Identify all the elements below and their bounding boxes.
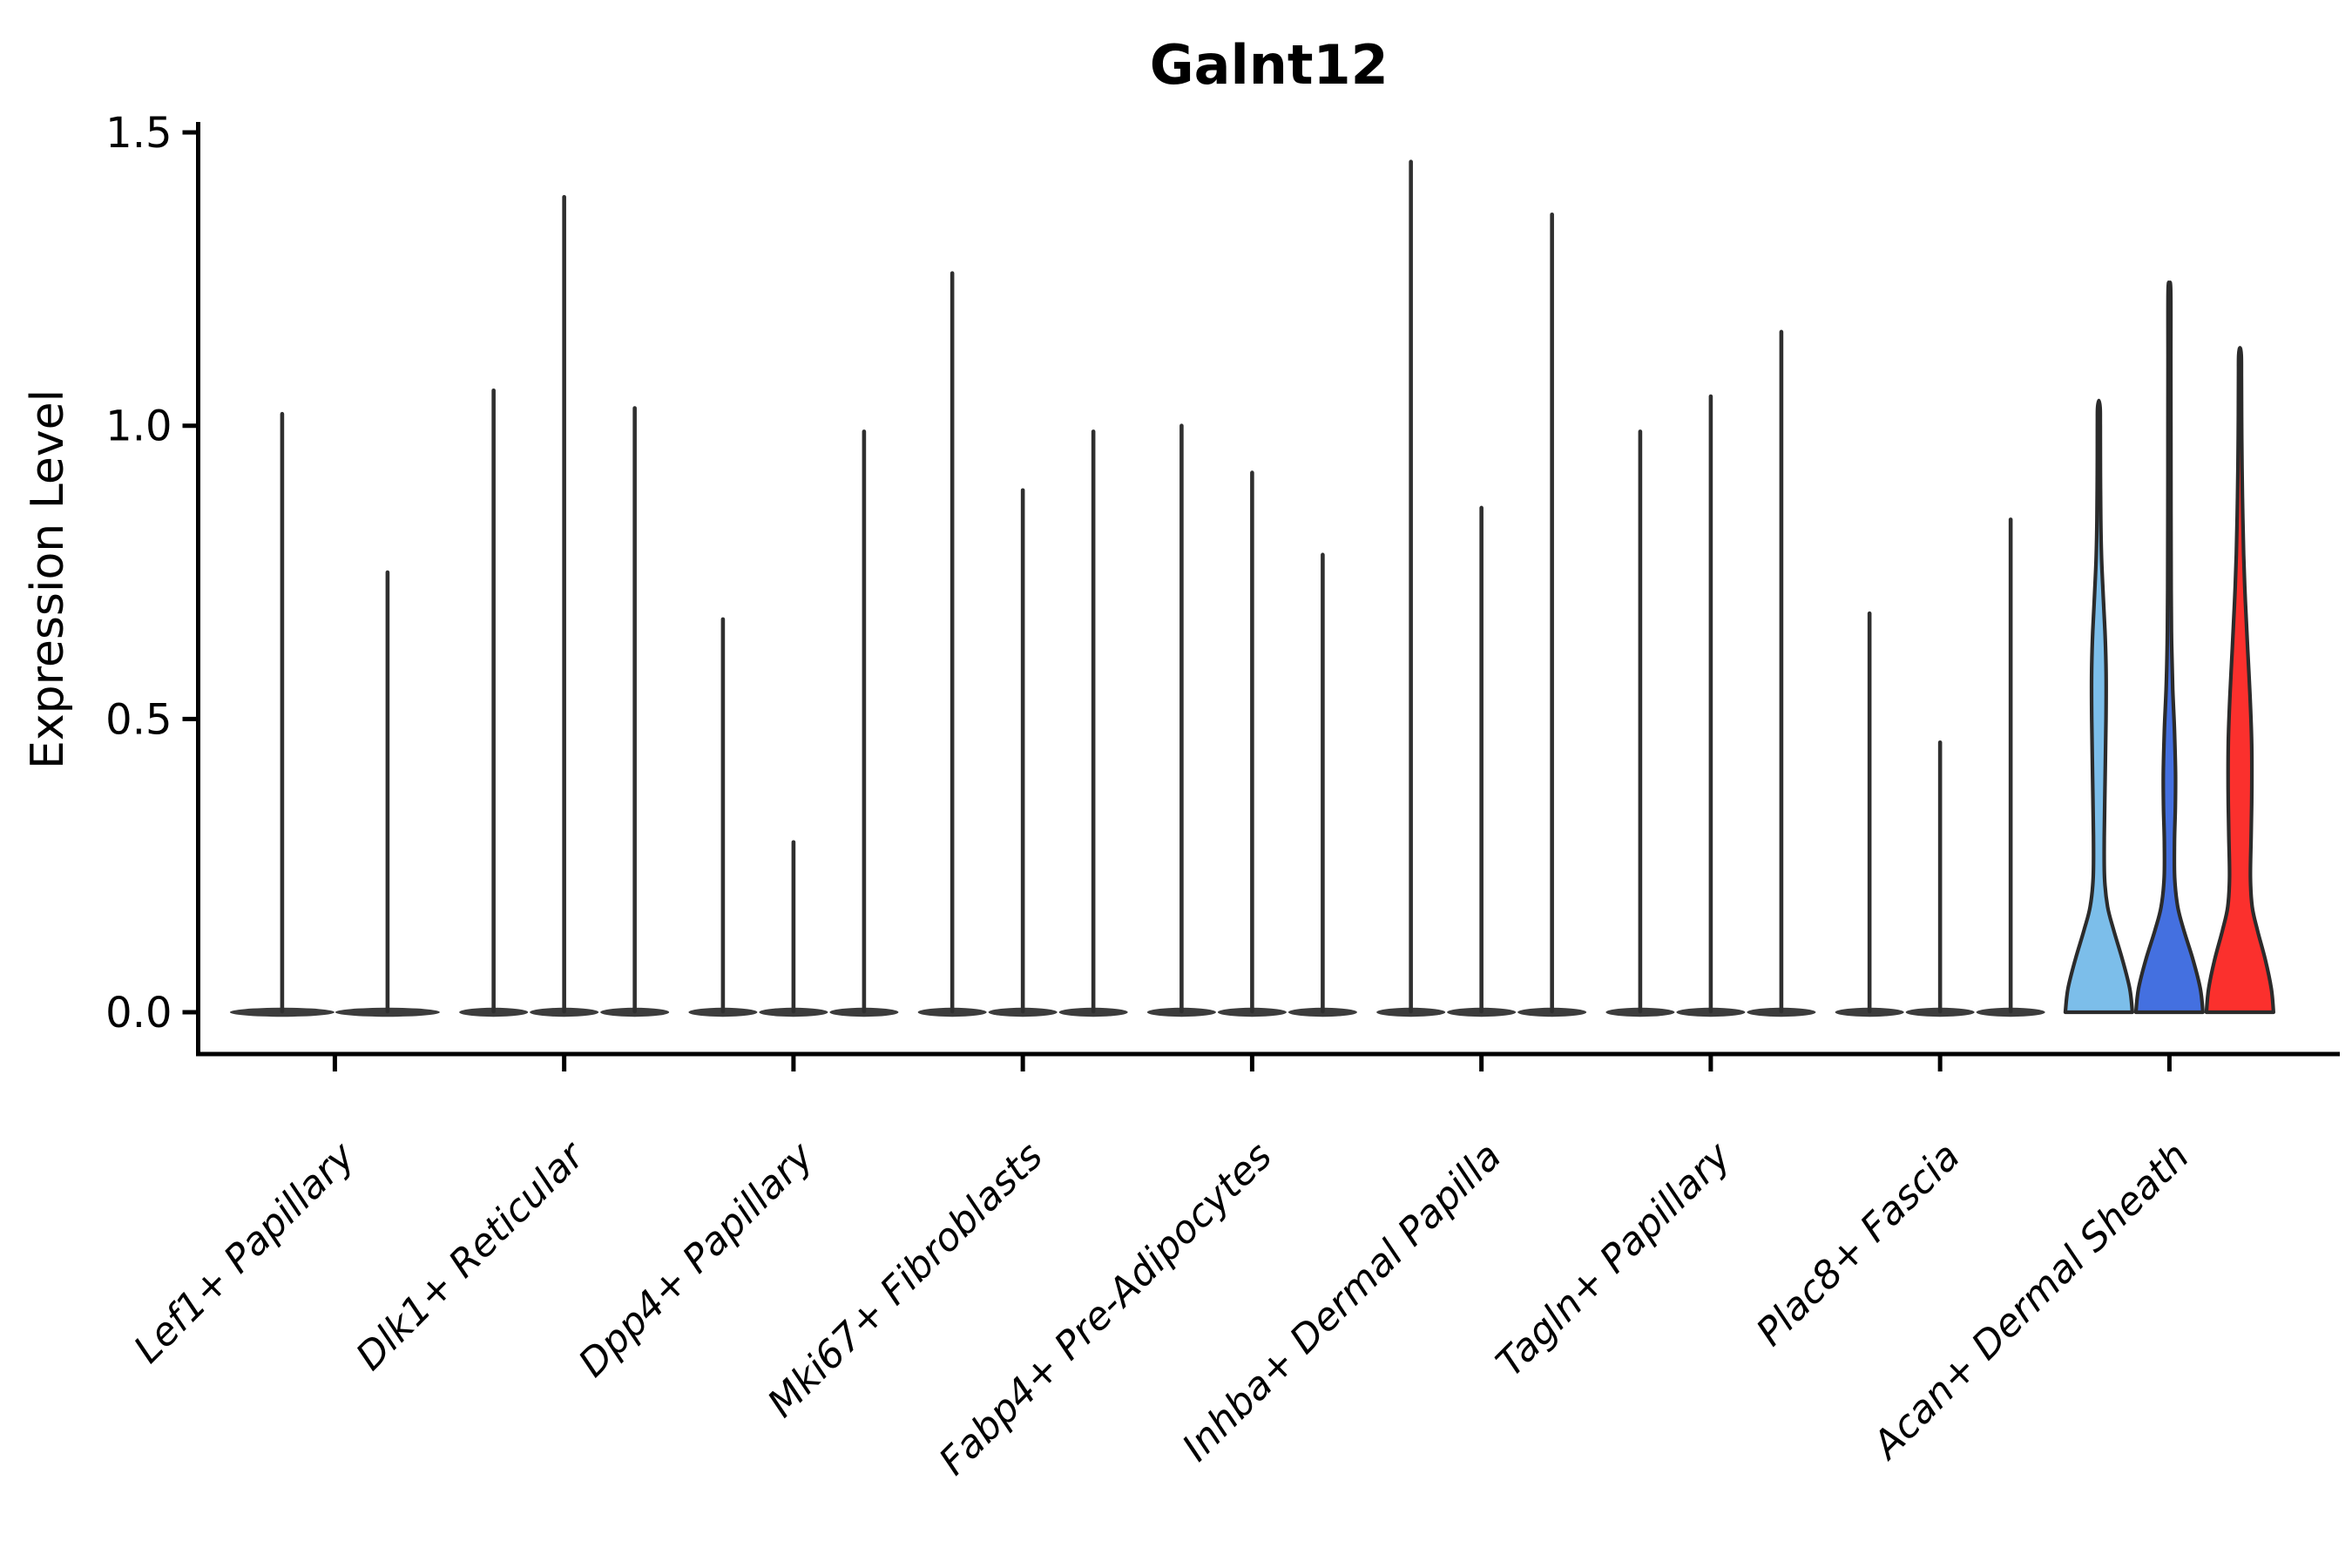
violin-group-2 xyxy=(459,194,670,1017)
x-category-label: Dpp4+ Papillary xyxy=(571,1133,823,1386)
violin-group-6 xyxy=(1376,159,1587,1017)
violin-group-4 xyxy=(917,271,1128,1017)
violin-body-filled-3 xyxy=(2204,346,2275,1015)
x-category-label: Tagln+ Papillary xyxy=(1488,1133,1740,1385)
x-category-label: Lef1+ Papillary xyxy=(125,1133,364,1372)
violin-group-7 xyxy=(1605,329,1816,1017)
x-category-label: Dlk1+ Reticular xyxy=(348,1132,594,1379)
y-tick-label: 1.0 xyxy=(105,402,172,451)
violin-group-1 xyxy=(229,411,440,1017)
violin-body-filled-2 xyxy=(2133,280,2205,1015)
chart-title: Galnt12 xyxy=(1150,33,1389,97)
x-category-label: Plac8+ Fascia xyxy=(1748,1134,1969,1355)
violin-group-9 xyxy=(2063,280,2275,1015)
violins-layer xyxy=(229,159,2275,1017)
violin-group-3 xyxy=(688,429,899,1017)
y-tick-label: 0.5 xyxy=(105,695,172,744)
y-axis-label: Expression Level xyxy=(22,389,74,769)
violin-group-8 xyxy=(1835,517,2045,1017)
violin-body-filled-1 xyxy=(2063,398,2134,1015)
y-tick-label: 0.0 xyxy=(105,989,172,1037)
y-tick-label: 1.5 xyxy=(105,109,172,158)
violin-group-5 xyxy=(1146,423,1357,1017)
